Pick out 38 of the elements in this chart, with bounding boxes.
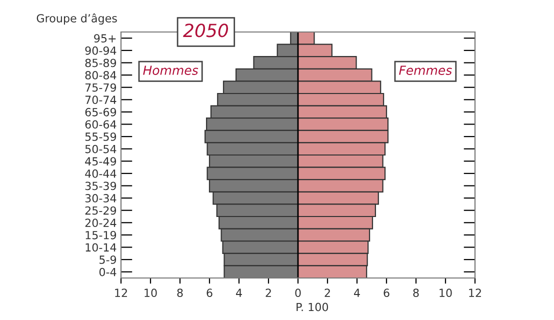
series-label: Femmes [399,66,452,75]
x-tick-label: 8 [413,288,419,298]
y-tick-label: 30-34 [85,194,116,202]
y-tick-label: 60-64 [85,120,116,129]
y-tick-label: 55-59 [85,132,116,141]
y-tick-label: 95+ [94,34,116,43]
y-tick-label: 25-29 [85,206,116,215]
y-tick-label: 70-74 [85,96,116,104]
y-tick-label: 80-84 [85,71,116,80]
chart-title: 2050 [183,24,228,38]
x-tick-label: 2 [324,288,330,297]
y-tick-label: 35-39 [85,182,116,190]
y-tick-label: 65-69 [85,108,116,116]
x-tick-label: 0 [295,288,301,298]
y-tick-label: 90-94 [85,46,116,55]
y-tick-label: 20-24 [85,218,116,228]
x-tick-label: 10 [440,288,452,298]
x-tick-label: 4 [354,288,360,297]
x-tick-label: 12 [469,288,481,297]
x-tick-label: 8 [177,288,183,298]
y-tick-label: 40-44 [85,169,116,178]
y-tick-label: 10-14 [86,243,116,252]
x-tick-label: 12 [115,288,127,297]
y-tick-label: 75-79 [85,83,116,92]
y-tick-label: 85-89 [85,58,116,68]
x-tick-label: 6 [384,288,390,298]
y-tick-label: 0-4 [99,268,116,276]
x-axis-title: P. 100 [296,302,328,312]
y-tick-label: 45-49 [85,157,116,166]
x-tick-label: 2 [266,288,271,297]
text: Hommes [143,66,198,75]
y-tick-label: 15-19 [86,230,116,240]
x-tick-label: 4 [236,288,242,297]
x-tick-label: 6 [206,288,212,298]
y-tick-label: 50-54 [85,144,116,154]
x-tick-label: 10 [144,288,157,298]
y-tick-label: 5-9 [100,256,116,264]
y-axis-title: Groupe d’âges [36,13,117,25]
